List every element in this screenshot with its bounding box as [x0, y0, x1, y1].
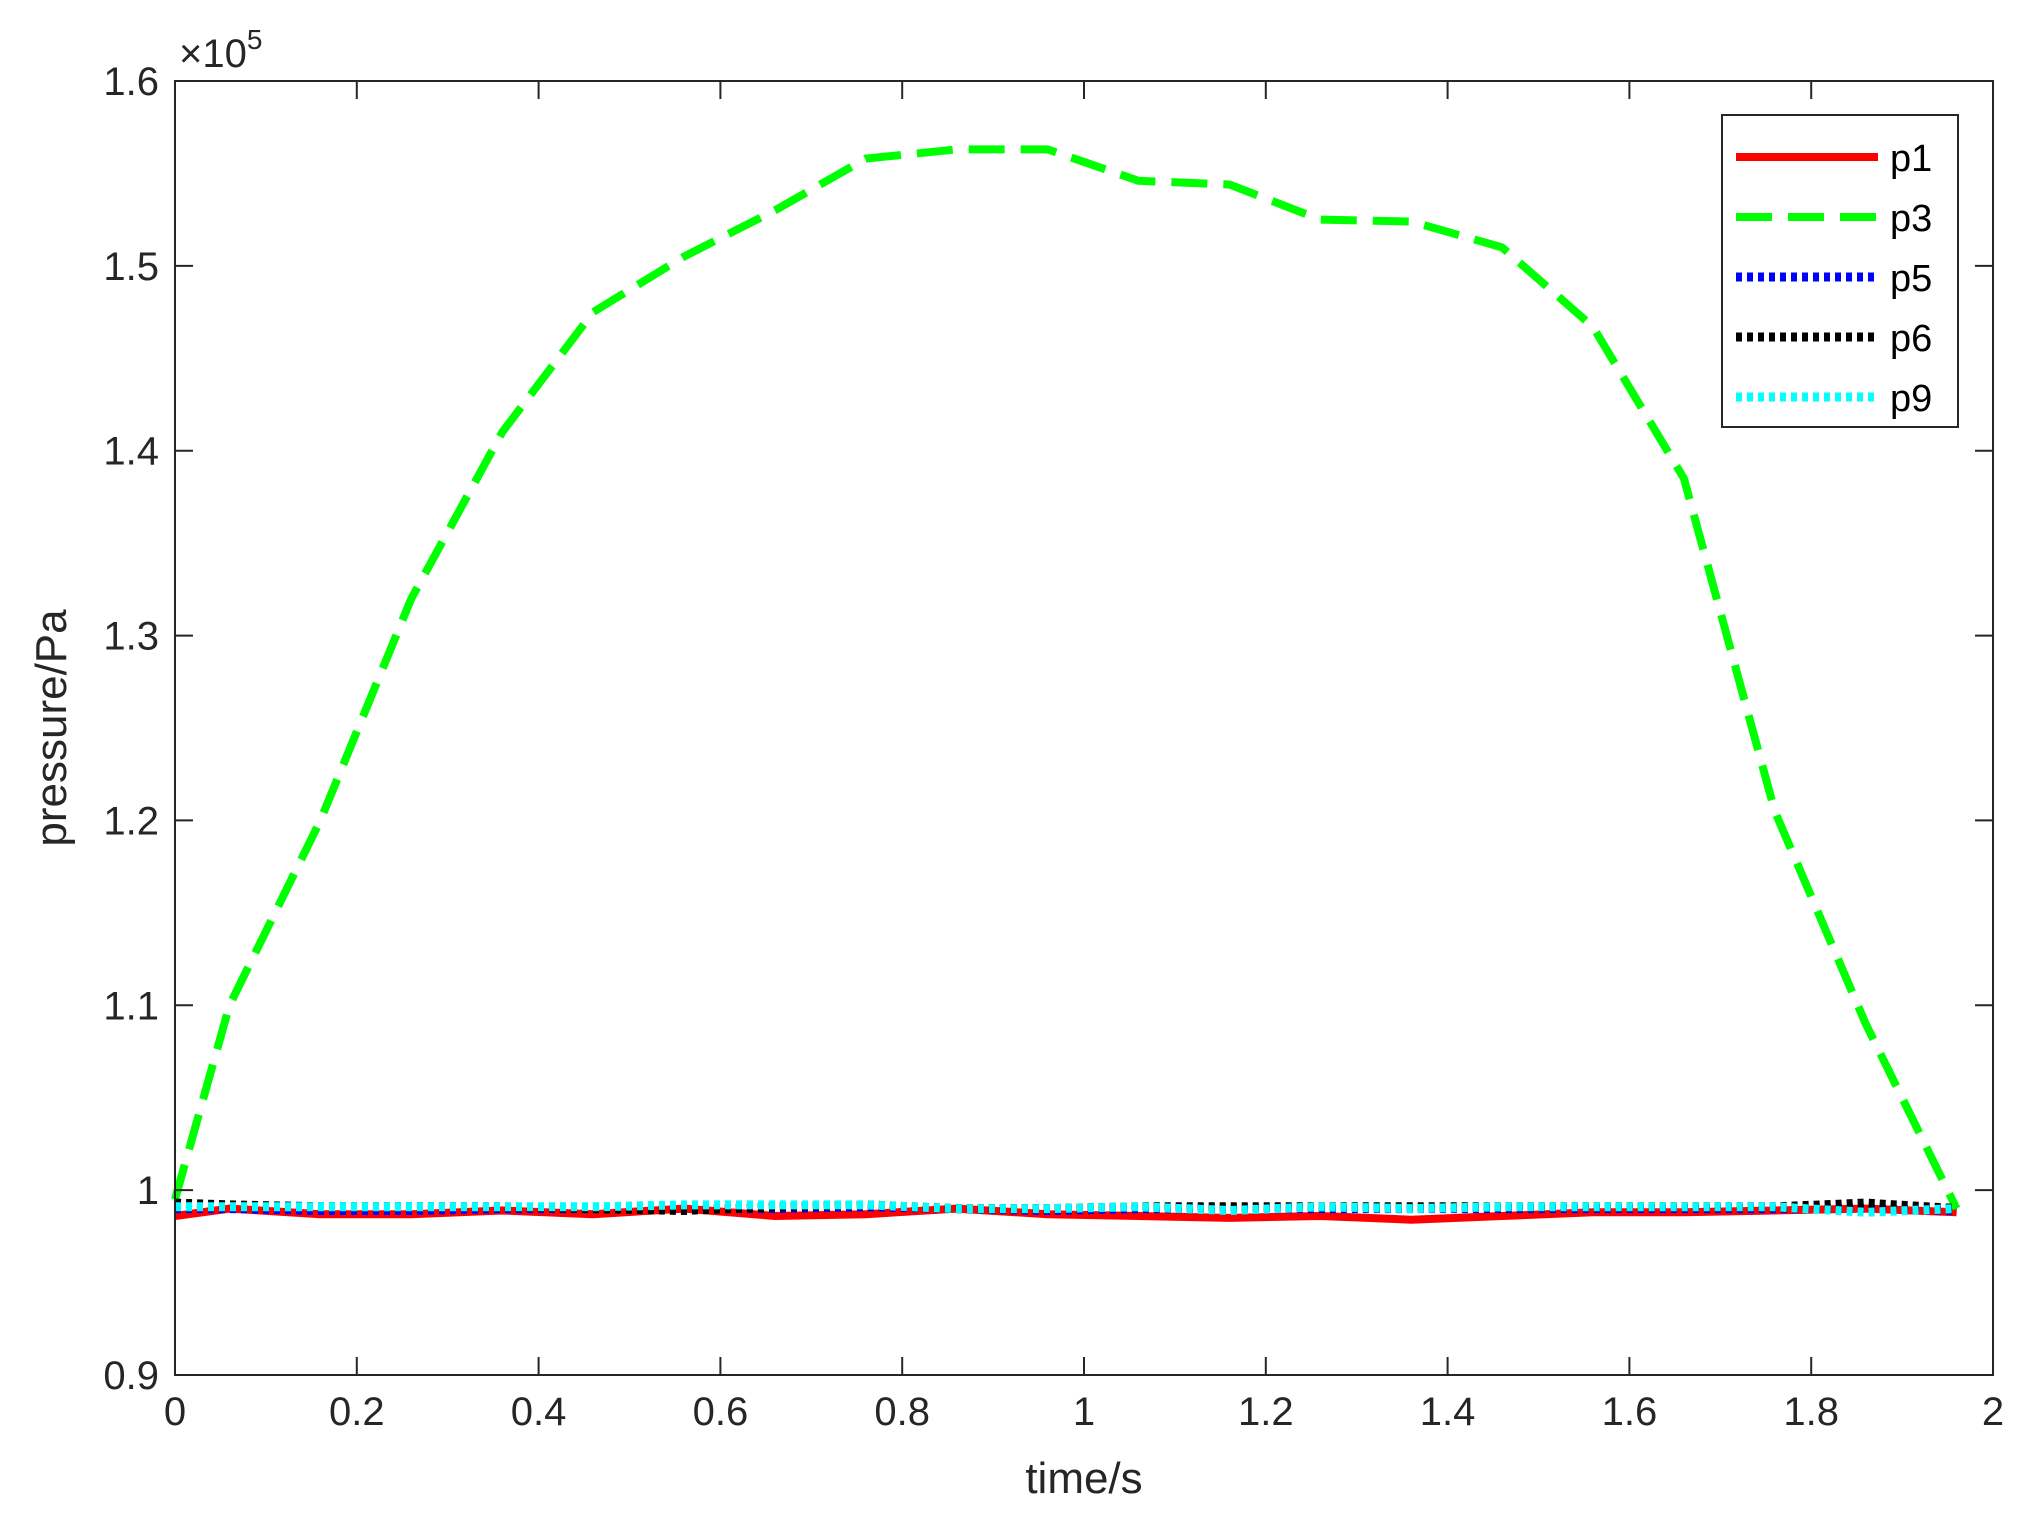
x-tick-label: 0.8	[874, 1390, 930, 1434]
y-tick-label: 1.5	[103, 245, 159, 289]
x-tick-label: 1.8	[1783, 1390, 1839, 1434]
x-tick-label: 2	[1982, 1390, 2004, 1434]
legend-label-p6: p6	[1890, 318, 1932, 360]
y-tick-label: 0.9	[103, 1354, 159, 1398]
y-axis: 0.9 1 1.1 1.2 1.3 1.4 1.5 1.6	[103, 60, 1993, 1398]
legend-box	[1721, 114, 1959, 428]
y-tick-label: 1.6	[103, 60, 159, 104]
plot-background	[175, 81, 1993, 1375]
legend-label-p9: p9	[1890, 378, 1932, 420]
x-tick-label: 0.2	[329, 1390, 385, 1434]
y-axis-exponent: ×105	[179, 24, 262, 76]
legend-items: p1 p3 p5 p6 p9	[1736, 138, 1932, 420]
y-tick-label: 1.3	[103, 615, 159, 659]
y-tick-label: 1.1	[103, 984, 159, 1028]
x-tick-label: 1.6	[1602, 1390, 1658, 1434]
legend-label-p1: p1	[1890, 138, 1932, 180]
y-axis-exponent-base: ×10	[179, 32, 247, 76]
x-tick-label: 0.6	[693, 1390, 749, 1434]
legend-label-p5: p5	[1890, 258, 1932, 300]
x-axis-label: time/s	[1025, 1454, 1142, 1503]
y-tick-label: 1	[137, 1169, 159, 1213]
y-axis-exponent-power: 5	[247, 24, 263, 55]
y-tick-label: 1.2	[103, 799, 159, 843]
x-tick-label: 1.4	[1420, 1390, 1476, 1434]
y-axis-label: pressure/Pa	[27, 609, 76, 847]
x-tick-label: 1.2	[1238, 1390, 1294, 1434]
legend: p1 p3 p5 p6 p9	[1721, 114, 1959, 428]
x-tick-label: 1	[1073, 1390, 1095, 1434]
x-axis: 0 0.2 0.4 0.6 0.8 1 1.2 1.4 1.6 1.8 2	[164, 81, 2004, 1434]
legend-label-p3: p3	[1890, 198, 1932, 240]
plot-area	[171, 81, 1993, 1375]
x-tick-label: 0	[164, 1390, 186, 1434]
x-tick-label: 0.4	[511, 1390, 567, 1434]
y-tick-label: 1.4	[103, 430, 159, 474]
series-layer	[171, 145, 1961, 1224]
